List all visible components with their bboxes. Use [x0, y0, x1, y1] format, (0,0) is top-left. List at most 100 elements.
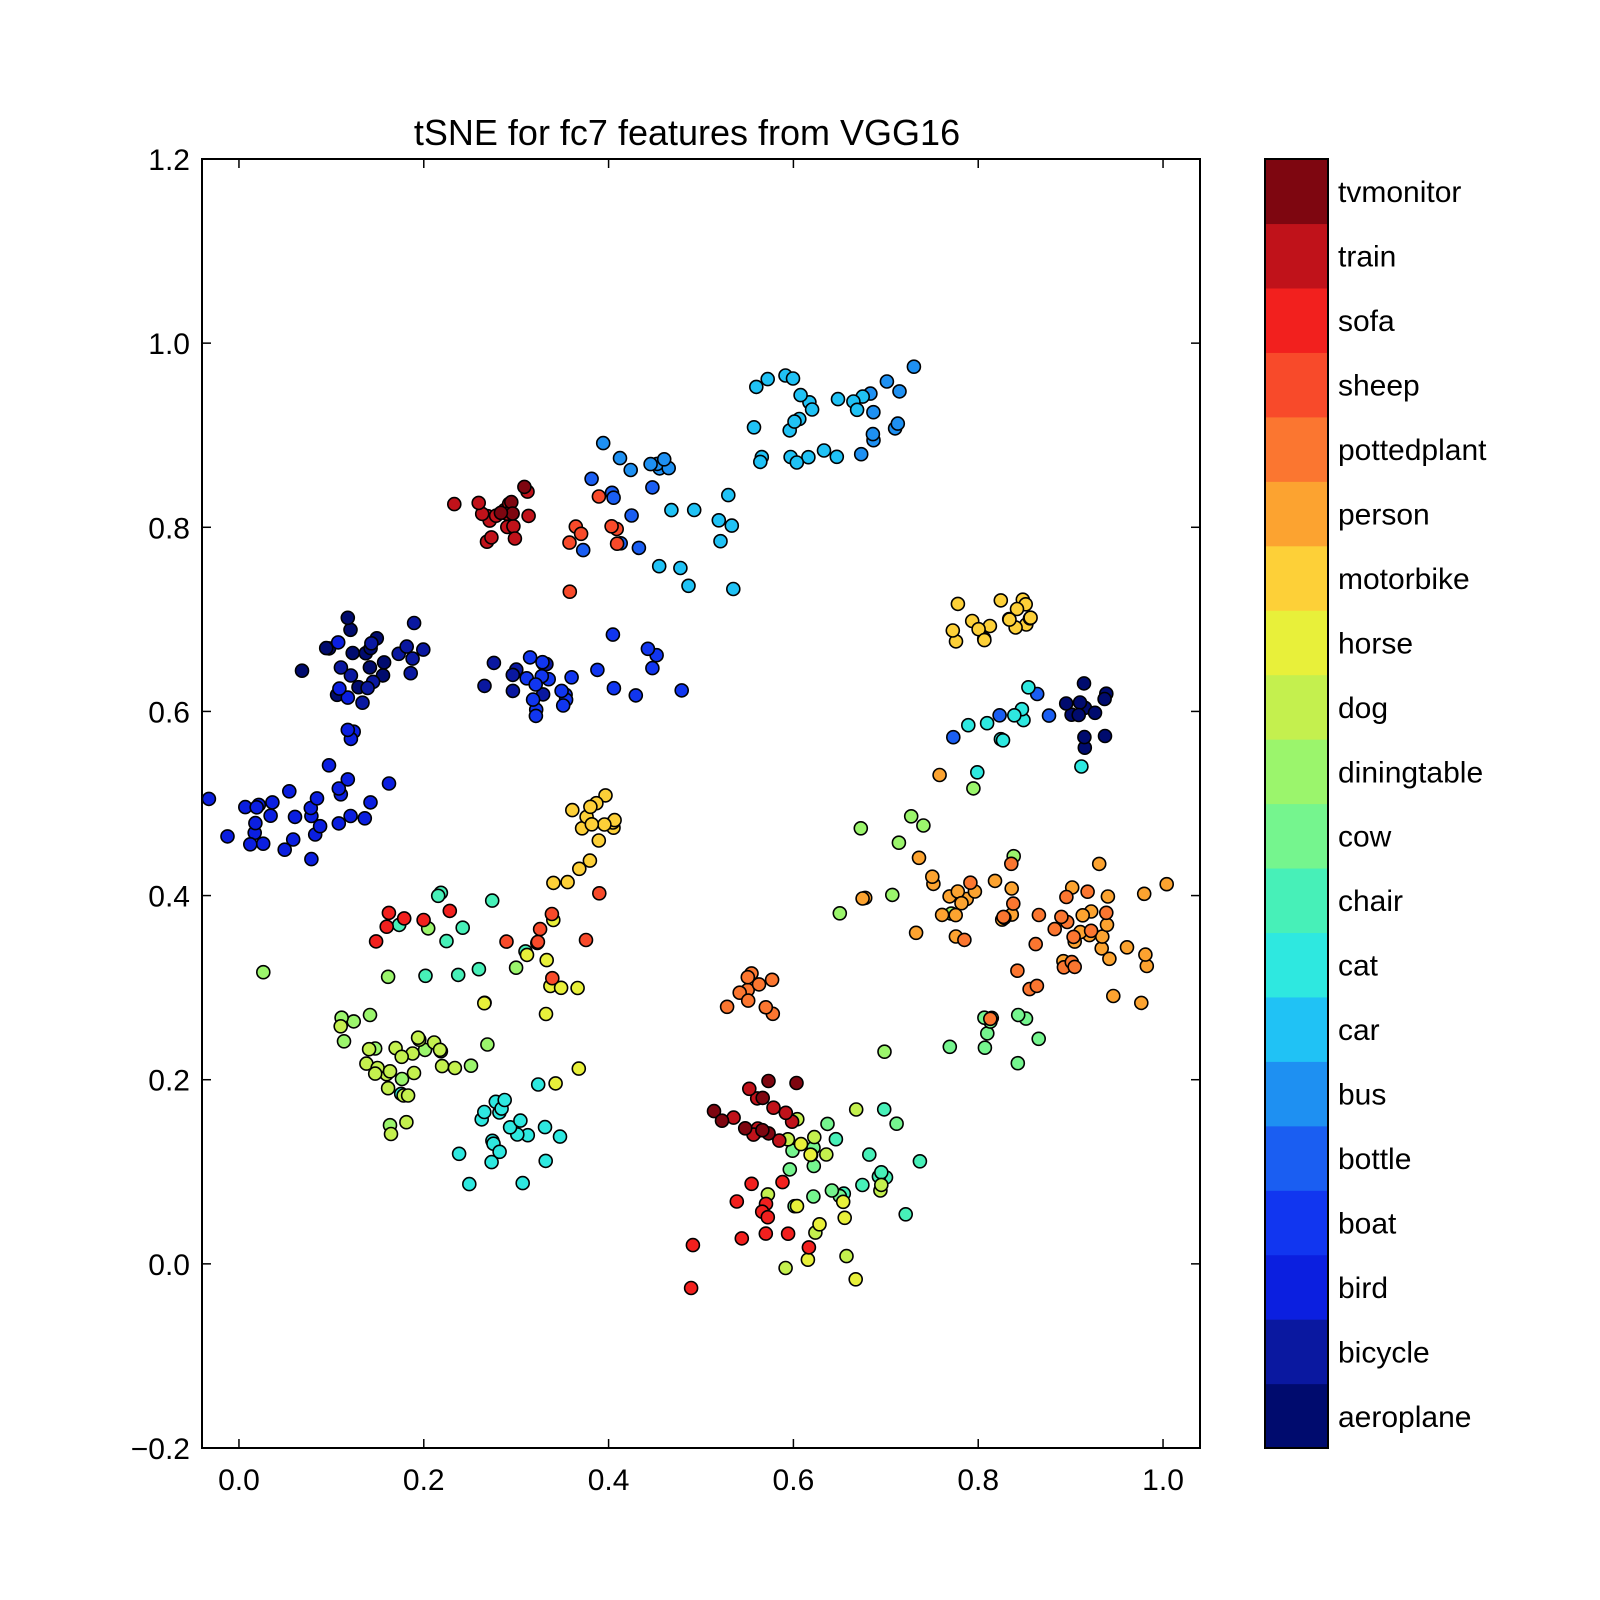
scatter-point-aeroplane	[345, 645, 361, 661]
scatter-point-horse	[789, 1198, 805, 1214]
scatter-point-bottle	[584, 471, 599, 487]
scatter-point-cat	[461, 1176, 477, 1192]
scatter-point-bird	[304, 851, 319, 867]
colorbar-label-cow: cow	[1338, 821, 1392, 854]
colorbar-label-dog: dog	[1338, 692, 1388, 725]
scatter-point-person	[1119, 939, 1135, 955]
scatter-point-pottedplant	[1003, 856, 1019, 872]
scatter-point-sofa	[368, 934, 384, 949]
scatter-point-bicycle	[415, 642, 431, 657]
scatter-point-pottedplant	[1083, 923, 1099, 939]
colorbar: aeroplane bicycle bird boat bottle bus car cat c…	[1264, 158, 1487, 1449]
scatter-point-car	[793, 387, 808, 403]
colorbar-swatch-bird	[1265, 1254, 1328, 1320]
scatter-point-sofa	[734, 1231, 750, 1246]
scatter-point-pottedplant	[764, 972, 780, 988]
scatter-point-chair	[471, 961, 487, 977]
scatter-point-person	[908, 925, 924, 941]
scatter-point-sofa	[379, 919, 395, 935]
scatter-point-pottedplant	[1029, 978, 1045, 994]
scatter-point-dog	[806, 1129, 822, 1145]
scatter-point-pottedplant	[1067, 959, 1082, 975]
scatter-point-sofa	[396, 911, 412, 926]
scatter-point-bus	[612, 450, 628, 466]
scatter-point-motorbike	[560, 874, 575, 890]
scatter-point-person	[1136, 886, 1152, 902]
scatter-point-bus	[906, 359, 922, 375]
scatter-point-horse	[519, 947, 535, 963]
y-tick-label: 0.0	[148, 1249, 190, 1282]
scatter-point-aeroplane	[1097, 728, 1113, 744]
scatter-point-pottedplant	[719, 999, 735, 1015]
x-axis: 0.0 0.2 0.4 0.6 0.8 1.0	[218, 159, 1184, 1497]
scatter-point-cow	[1010, 1055, 1026, 1071]
scatter-point-bird	[287, 809, 303, 825]
y-tick-label: 1.2	[148, 144, 190, 177]
y-tick-label: 1.0	[148, 328, 190, 361]
scatter-point-bicycle	[505, 683, 521, 699]
scatter-point-aeroplane	[1097, 691, 1112, 707]
scatter-point-bird	[363, 795, 378, 810]
colorbar-label-aeroplane: aeroplane	[1338, 1401, 1471, 1434]
x-tick-label: 0.4	[588, 1464, 630, 1497]
scatter-point-horse	[548, 1076, 563, 1091]
scatter-point-person	[954, 895, 969, 911]
scatter-point-cow	[820, 1116, 835, 1132]
scatter-point-chair	[430, 888, 446, 904]
scatter-point-bus	[656, 451, 672, 467]
scatter-point-bottle	[631, 540, 647, 556]
colorbar-swatch-diningtable	[1265, 739, 1328, 805]
scatter-point-horse	[812, 1217, 827, 1232]
scatter-point-car	[760, 371, 776, 387]
scatter-point-cat	[969, 764, 985, 780]
scatter-point-bird	[220, 829, 235, 844]
scatter-point-pottedplant	[982, 1011, 998, 1027]
scatter-point-bicycle	[403, 665, 419, 681]
y-tick-label: −0.2	[131, 1433, 190, 1466]
scatter-point-motorbike	[598, 788, 613, 803]
scatter-point-cow	[889, 1116, 904, 1131]
scatter-point-motorbike	[571, 861, 587, 877]
scatter-point-cat	[1021, 679, 1036, 695]
scatter-point-bird	[321, 757, 337, 773]
scatter-point-person	[932, 767, 947, 783]
scatter-point-sofa	[685, 1237, 701, 1253]
scatter-point-car	[686, 502, 702, 518]
scatter-point-pottedplant	[1080, 884, 1095, 900]
scatter-point-bird	[243, 836, 258, 852]
scatter-point-bottle	[606, 490, 621, 506]
scatter-point-car	[748, 379, 764, 395]
scatter-point-car	[830, 391, 846, 407]
scatter-point-bird	[340, 772, 356, 787]
scatter-point-diningtable	[336, 1034, 352, 1049]
scatter-point-sofa	[744, 1176, 759, 1192]
scatter-point-cat	[979, 715, 995, 731]
x-tick-label: 0.0	[218, 1464, 260, 1497]
scatter-point-cat	[537, 1119, 553, 1135]
scatter-point-pottedplant	[1005, 896, 1021, 911]
scatter-point-diningtable	[853, 820, 869, 836]
colorbar-swatch-pottedplant	[1265, 416, 1328, 482]
scatter-point-cat	[552, 1129, 568, 1144]
scatter-point-person	[855, 891, 870, 906]
scatter-point-tvmonitor	[755, 1122, 770, 1138]
scatter-point-bird	[248, 815, 263, 831]
scatter-point-cat	[451, 1146, 467, 1162]
scatter-point-motorbike	[1023, 610, 1038, 626]
scatter-point-bottle	[1041, 708, 1057, 723]
scatter-point-sofa	[683, 1280, 699, 1296]
scatter-point-sheep	[544, 970, 560, 986]
colorbar-swatch-sofa	[1265, 287, 1328, 353]
scatter-point-tvmonitor	[755, 1090, 771, 1106]
scatter-point-motorbike	[591, 833, 607, 848]
scatter-point-cat	[497, 1092, 513, 1108]
x-tick-label: 1.0	[1142, 1464, 1184, 1497]
x-tick-label: 0.6	[773, 1464, 815, 1497]
scatter-point-train	[766, 1100, 781, 1115]
scatter-point-cow	[806, 1189, 821, 1204]
scatter-point-bus	[623, 462, 639, 478]
scatter-point-diningtable	[903, 808, 919, 824]
scatter-point-boat	[606, 680, 622, 696]
colorbar-label-motorbike: motorbike	[1338, 563, 1470, 596]
colorbar-label-tvmonitor: tvmonitor	[1338, 176, 1461, 209]
